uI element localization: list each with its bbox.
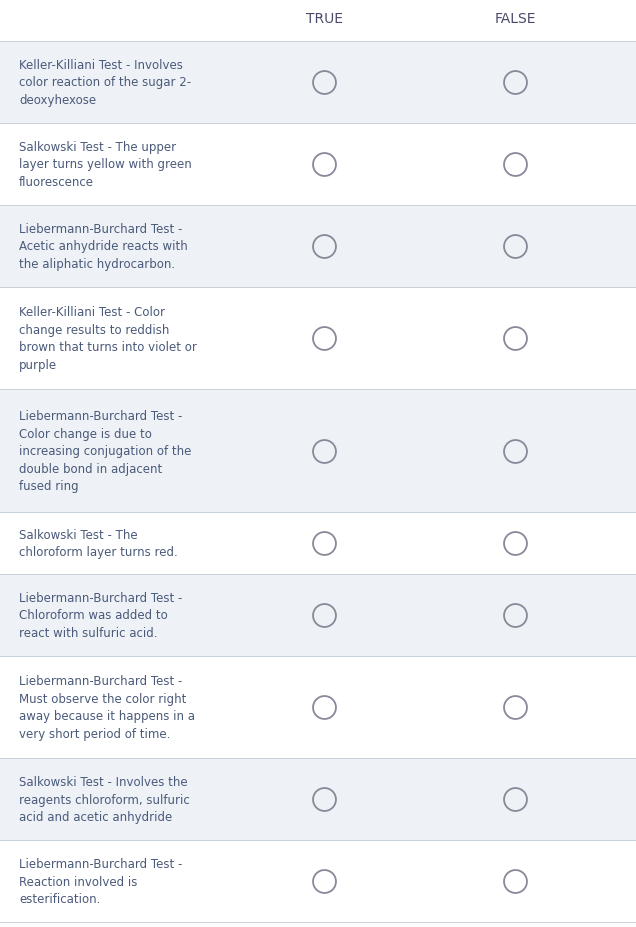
- Text: TRUE: TRUE: [306, 12, 343, 26]
- Text: Keller-Killiani Test - Involves
color reaction of the sugar 2-
deoxyhexose: Keller-Killiani Test - Involves color re…: [19, 59, 191, 107]
- Bar: [0, 656, 636, 758]
- Text: FALSE: FALSE: [494, 12, 536, 26]
- Text: Keller-Killiani Test - Color
change results to reddish
brown that turns into vio: Keller-Killiani Test - Color change resu…: [19, 306, 197, 372]
- Text: Liebermann-Burchard Test -
Reaction involved is
esterification.: Liebermann-Burchard Test - Reaction invo…: [19, 857, 183, 905]
- Bar: [0, 206, 636, 287]
- Bar: [0, 287, 636, 390]
- Bar: [0, 124, 636, 206]
- Bar: [0, 840, 636, 922]
- Bar: [0, 390, 636, 513]
- Bar: [0, 42, 636, 124]
- Bar: [0, 758, 636, 840]
- Text: Salkowski Test - The upper
layer turns yellow with green
fluorescence: Salkowski Test - The upper layer turns y…: [19, 141, 192, 189]
- Text: Liebermann-Burchard Test -
Must observe the color right
away because it happens : Liebermann-Burchard Test - Must observe …: [19, 674, 195, 740]
- Text: Liebermann-Burchard Test -
Color change is due to
increasing conjugation of the
: Liebermann-Burchard Test - Color change …: [19, 410, 191, 492]
- Text: Liebermann-Burchard Test -
Chloroform was added to
react with sulfuric acid.: Liebermann-Burchard Test - Chloroform wa…: [19, 591, 183, 639]
- Text: Liebermann-Burchard Test -
Acetic anhydride reacts with
the aliphatic hydrocarbo: Liebermann-Burchard Test - Acetic anhydr…: [19, 222, 188, 271]
- Bar: [0, 574, 636, 656]
- Text: Salkowski Test - Involves the
reagents chloroform, sulfuric
acid and acetic anhy: Salkowski Test - Involves the reagents c…: [19, 775, 190, 823]
- Text: Salkowski Test - The
chloroform layer turns red.: Salkowski Test - The chloroform layer tu…: [19, 528, 178, 558]
- Bar: [0, 513, 636, 574]
